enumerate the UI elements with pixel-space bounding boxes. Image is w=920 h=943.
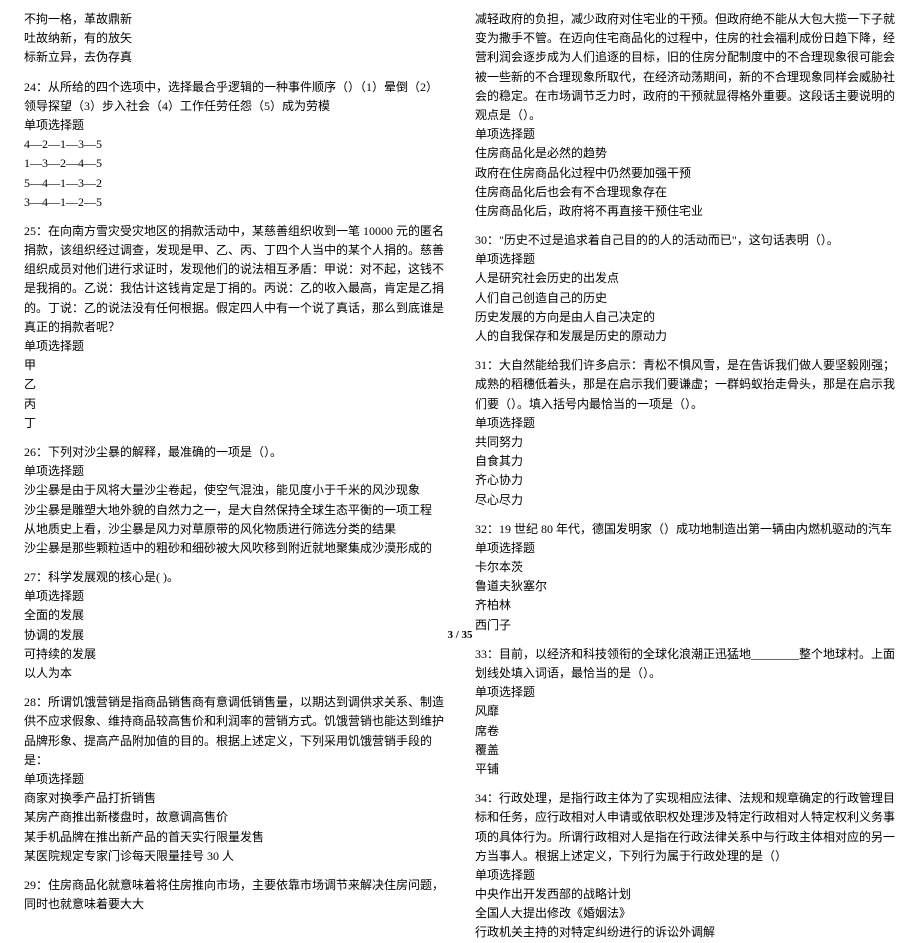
- q29c-opt: 政府在住房商品化过程中仍然要加强干预: [475, 164, 896, 183]
- q32-opt: 齐柏林: [475, 596, 896, 615]
- question-29: 29：住房商品化就意味着将住房推向市场，主要依靠市场调节来解决住房问题，同时也就…: [24, 876, 445, 914]
- q31-opt: 自食其力: [475, 452, 896, 471]
- q27-opt: 协调的发展: [24, 626, 445, 645]
- q30-stem: 30："历史不过是追求着自己目的的人的活动而已"，这句话表明（）。: [475, 231, 896, 250]
- question-29-cont: 减轻政府的负担，减少政府对住宅业的干预。但政府绝不能从大包大揽一下子就变为撒手不…: [475, 10, 896, 221]
- q24-opt: 5—4—1—3—2: [24, 174, 445, 193]
- intro-line: 吐故纳新，有的放矢: [24, 29, 445, 48]
- q33-opt: 风靡: [475, 702, 896, 721]
- question-32: 32：19 世纪 80 年代，德国发明家（）成功地制造出第一辆由内燃机驱动的汽车…: [475, 520, 896, 635]
- q30-opt: 历史发展的方向是由人自己决定的: [475, 308, 896, 327]
- question-30: 30："历史不过是追求着自己目的的人的活动而已"，这句话表明（）。 单项选择题 …: [475, 231, 896, 346]
- q34-stem: 34：行政处理，是指行政主体为了实现相应法律、法规和规章确定的行政管理目标和任务…: [475, 789, 896, 866]
- q32-opt: 西门子: [475, 616, 896, 635]
- intro-line: 标新立异，去伪存真: [24, 48, 445, 67]
- question-25: 25：在向南方雪灾受灾地区的捐款活动中，某慈善组织收到一笔 10000 元的匿名…: [24, 222, 445, 433]
- q31-opt: 共同努力: [475, 433, 896, 452]
- q30-type: 单项选择题: [475, 250, 896, 269]
- left-column: 不拘一格，革故鼎新 吐故纳新，有的放矢 标新立异，去伪存真 24：从所给的四个选…: [24, 10, 445, 641]
- q28-opt: 某房产商推出新楼盘时，故意调高售价: [24, 808, 445, 827]
- question-24: 24：从所给的四个选项中，选择最合乎逻辑的一种事件顺序（）（1）晕倒（2）领导探…: [24, 78, 445, 212]
- q30-opt: 人的自我保存和发展是历史的原动力: [475, 327, 896, 346]
- q31-type: 单项选择题: [475, 414, 896, 433]
- q26-opt: 从地质史上看，沙尘暴是风力对草原带的风化物质进行筛选分类的结果: [24, 520, 445, 539]
- q30-opt: 人们自己创造自己的历史: [475, 289, 896, 308]
- intro-block: 不拘一格，革故鼎新 吐故纳新，有的放矢 标新立异，去伪存真: [24, 10, 445, 68]
- q31-opt: 尽心尽力: [475, 491, 896, 510]
- q34-opt: 全国人大提出修改《婚姻法》: [475, 904, 896, 923]
- q25-type: 单项选择题: [24, 337, 445, 356]
- q24-opt: 3—4—1—2—5: [24, 193, 445, 212]
- q25-opt: 丙: [24, 395, 445, 414]
- q24-type: 单项选择题: [24, 116, 445, 135]
- right-column: 减轻政府的负担，减少政府对住宅业的干预。但政府绝不能从大包大揽一下子就变为撒手不…: [475, 10, 896, 641]
- question-33: 33：目前，以经济和科技领衔的全球化浪潮正迅猛地________整个地球村。上面…: [475, 645, 896, 779]
- q24-opt: 1—3—2—4—5: [24, 154, 445, 173]
- question-34: 34：行政处理，是指行政主体为了实现相应法律、法规和规章确定的行政管理目标和任务…: [475, 789, 896, 943]
- question-26: 26：下列对沙尘暴的解释，最准确的一项是（）。 单项选择题 沙尘暴是由于风将大量…: [24, 443, 445, 558]
- q27-type: 单项选择题: [24, 587, 445, 606]
- q29c-type: 单项选择题: [475, 125, 896, 144]
- q33-type: 单项选择题: [475, 683, 896, 702]
- q33-opt: 平铺: [475, 760, 896, 779]
- intro-line: 不拘一格，革故鼎新: [24, 10, 445, 29]
- q25-opt: 乙: [24, 375, 445, 394]
- q26-opt: 沙尘暴是由于风将大量沙尘卷起，使空气混浊，能见度小于千米的风沙现象: [24, 481, 445, 500]
- q33-opt: 覆盖: [475, 741, 896, 760]
- q34-type: 单项选择题: [475, 866, 896, 885]
- q31-stem: 31：大自然能给我们许多启示：青松不惧风雪，是在告诉我们做人要坚毅刚强；成熟的稻…: [475, 356, 896, 414]
- q32-stem: 32：19 世纪 80 年代，德国发明家（）成功地制造出第一辆由内燃机驱动的汽车: [475, 520, 896, 539]
- q25-stem: 25：在向南方雪灾受灾地区的捐款活动中，某慈善组织收到一笔 10000 元的匿名…: [24, 222, 445, 337]
- q30-opt: 人是研究社会历史的出发点: [475, 269, 896, 288]
- q27-stem: 27：科学发展观的核心是( )。: [24, 568, 445, 587]
- q24-opt: 4—2—1—3—5: [24, 135, 445, 154]
- q26-opt: 沙尘暴是那些颗粒适中的粗砂和细砂被大风吹移到附近就地聚集成沙漠形成的: [24, 539, 445, 558]
- q26-stem: 26：下列对沙尘暴的解释，最准确的一项是（）。: [24, 443, 445, 462]
- q33-opt: 席卷: [475, 722, 896, 741]
- q25-opt: 甲: [24, 356, 445, 375]
- q28-opt: 某手机品牌在推出新产品的首天实行限量发售: [24, 828, 445, 847]
- page-number: 3 / 35: [447, 627, 472, 645]
- question-28: 28：所谓饥饿营销是指商品销售商有意调低销售量，以期达到调供求关系、制造供不应求…: [24, 693, 445, 866]
- q24-stem: 24：从所给的四个选项中，选择最合乎逻辑的一种事件顺序（）（1）晕倒（2）领导探…: [24, 78, 445, 116]
- q34-opt: 中央作出开发西部的战略计划: [475, 885, 896, 904]
- q34-opt: 行政机关主持的对特定纠纷进行的诉讼外调解: [475, 923, 896, 942]
- q28-type: 单项选择题: [24, 770, 445, 789]
- q29-stem: 29：住房商品化就意味着将住房推向市场，主要依靠市场调节来解决住房问题，同时也就…: [24, 876, 445, 914]
- q25-opt: 丁: [24, 414, 445, 433]
- question-31: 31：大自然能给我们许多启示：青松不惧风雪，是在告诉我们做人要坚毅刚强；成熟的稻…: [475, 356, 896, 510]
- q26-opt: 沙尘暴是雕塑大地外貌的自然力之一，是大自然保持全球生态平衡的一项工程: [24, 501, 445, 520]
- q28-opt: 某医院规定专家门诊每天限量挂号 30 人: [24, 847, 445, 866]
- q29c-opt: 住房商品化后也会有不合理现象存在: [475, 183, 896, 202]
- q27-opt: 可持续的发展: [24, 645, 445, 664]
- q32-type: 单项选择题: [475, 539, 896, 558]
- question-27: 27：科学发展观的核心是( )。 单项选择题 全面的发展 协调的发展 可持续的发…: [24, 568, 445, 683]
- q31-opt: 齐心协力: [475, 471, 896, 490]
- q32-opt: 鲁道夫狄塞尔: [475, 577, 896, 596]
- q29c-opt: 住房商品化后，政府将不再直接干预住宅业: [475, 202, 896, 221]
- q26-type: 单项选择题: [24, 462, 445, 481]
- q28-stem: 28：所谓饥饿营销是指商品销售商有意调低销售量，以期达到调供求关系、制造供不应求…: [24, 693, 445, 770]
- q27-opt: 全面的发展: [24, 606, 445, 625]
- q27-opt: 以人为本: [24, 664, 445, 683]
- q32-opt: 卡尔本茨: [475, 558, 896, 577]
- q29c-stem: 减轻政府的负担，减少政府对住宅业的干预。但政府绝不能从大包大揽一下子就变为撒手不…: [475, 10, 896, 125]
- q29c-opt: 住房商品化是必然的趋势: [475, 144, 896, 163]
- q28-opt: 商家对换季产品打折销售: [24, 789, 445, 808]
